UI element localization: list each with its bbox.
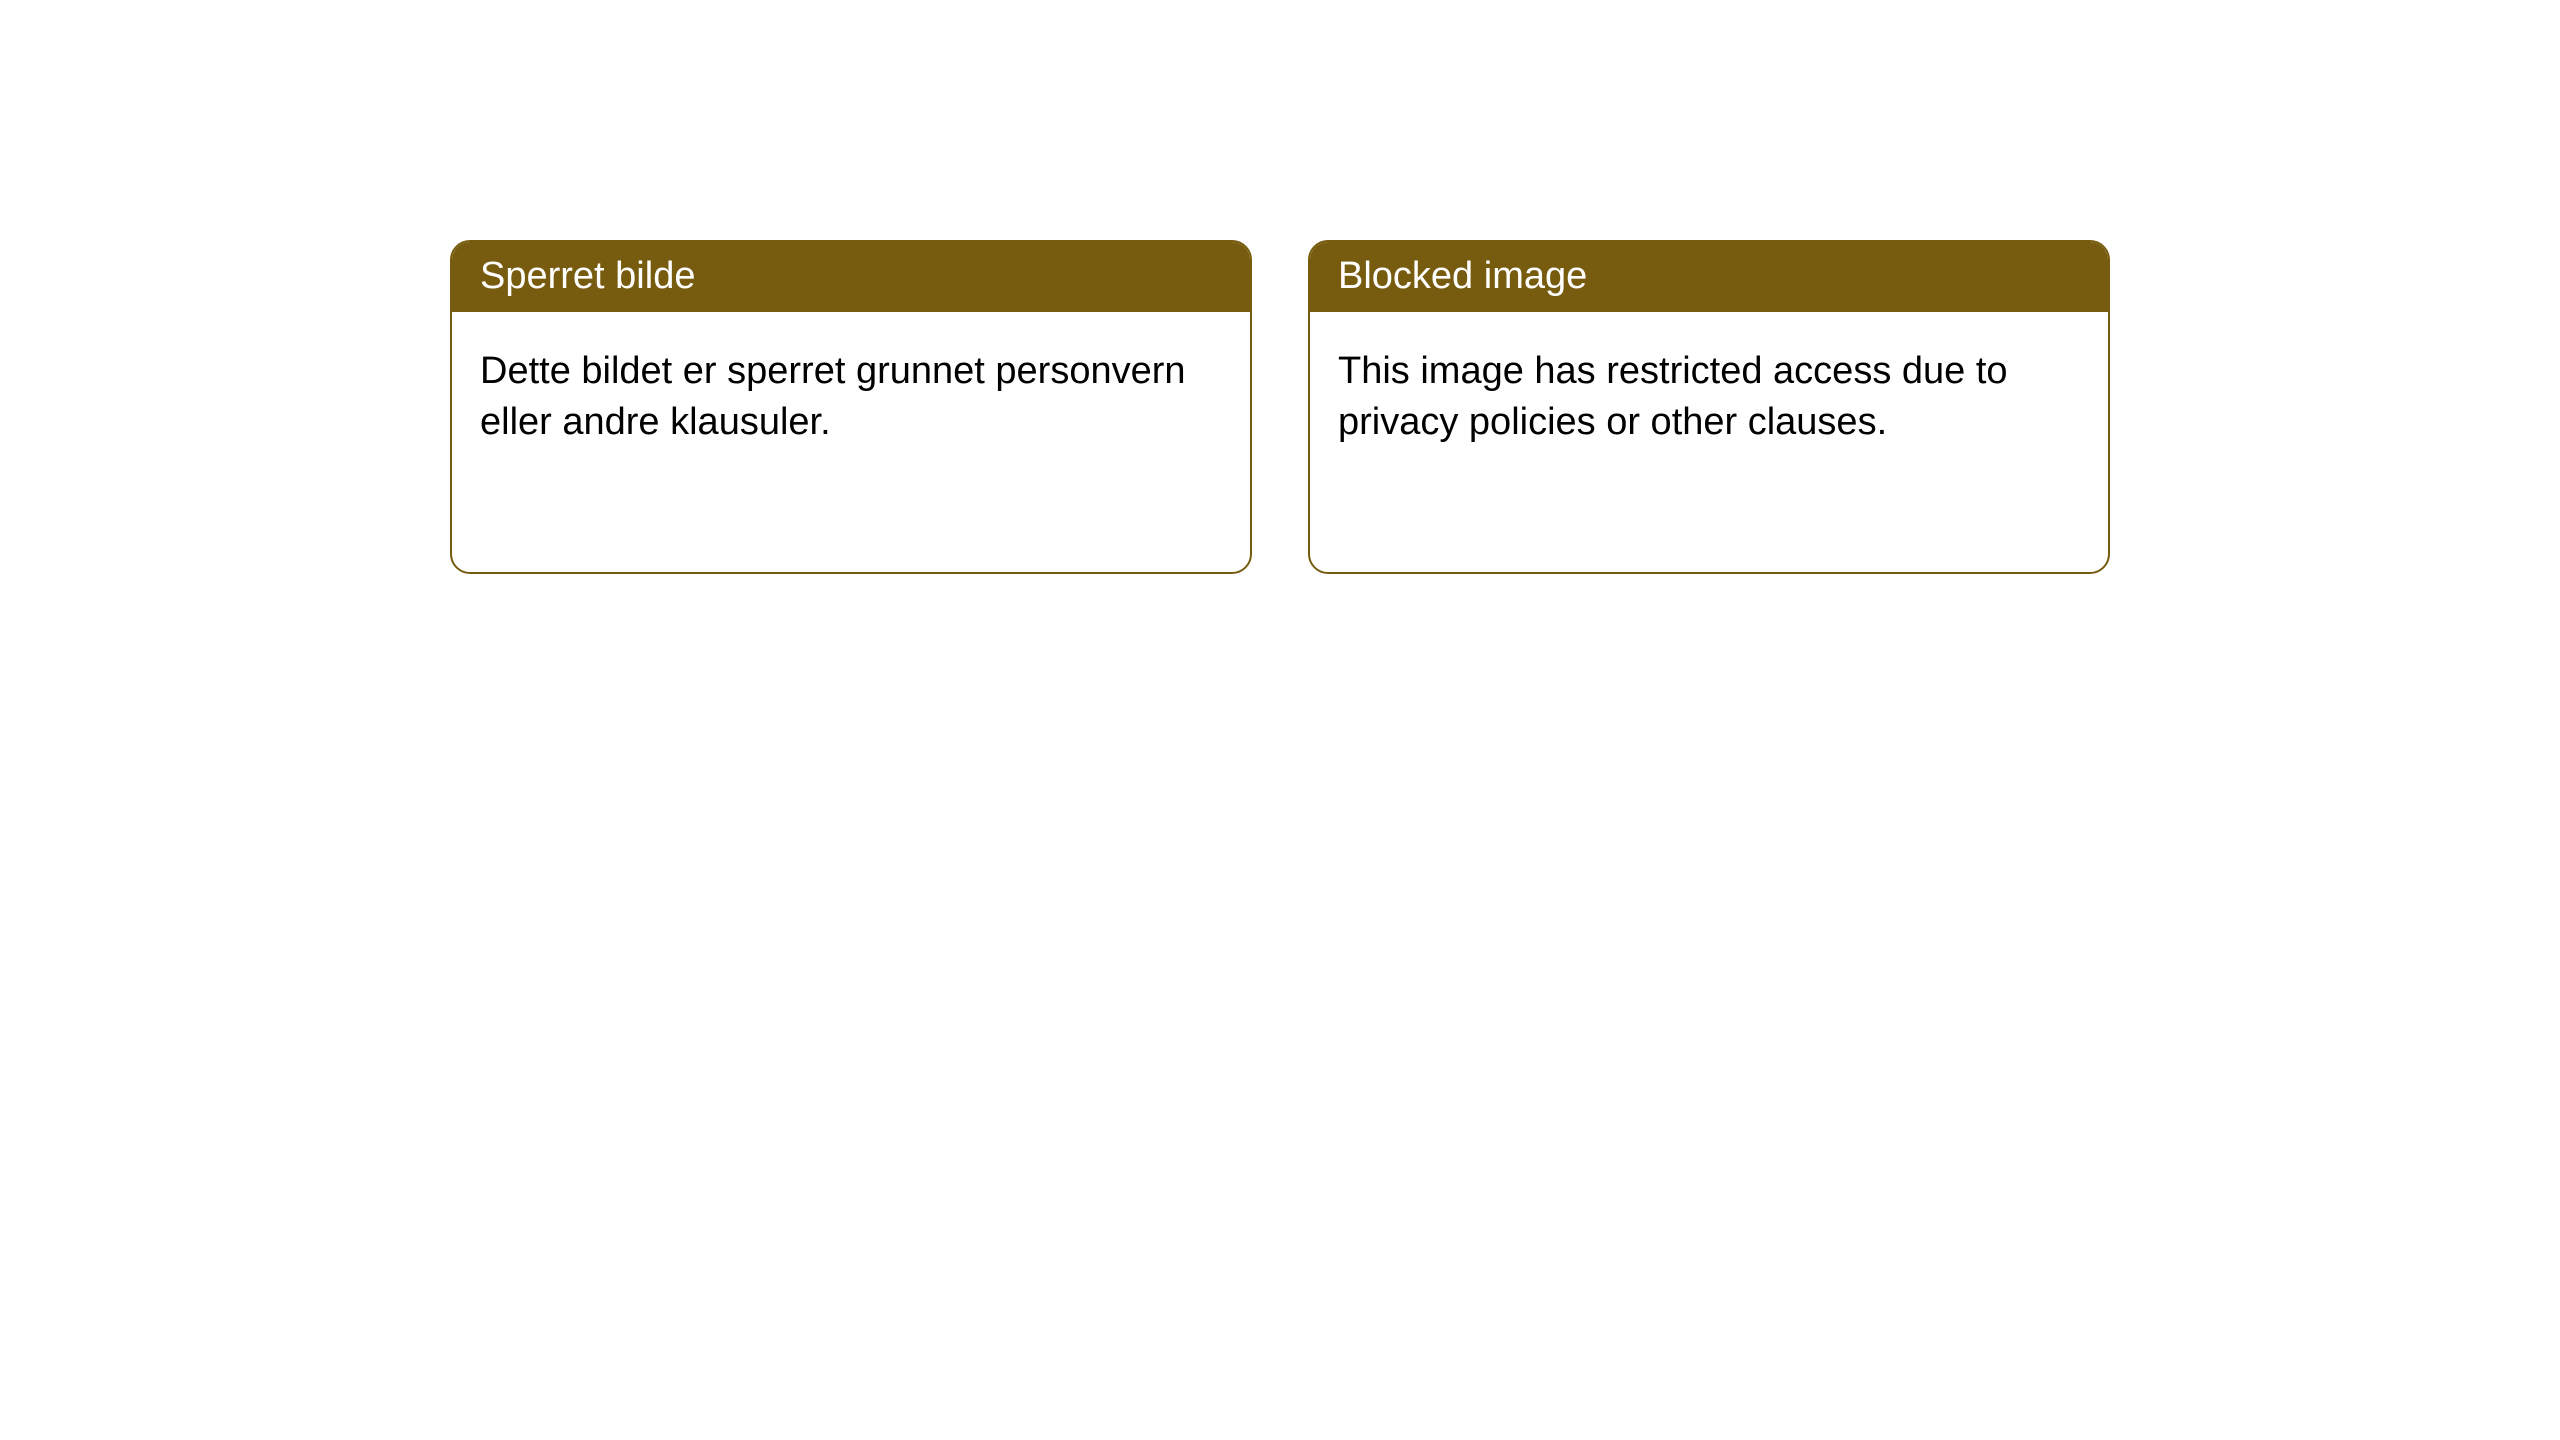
blocked-image-card-no: Sperret bilde Dette bildet er sperret gr… xyxy=(450,240,1252,574)
card-title-en: Blocked image xyxy=(1338,255,1587,297)
card-body-text-no: Dette bildet er sperret grunnet personve… xyxy=(480,350,1186,443)
card-body-text-en: This image has restricted access due to … xyxy=(1338,350,2008,443)
card-header-en: Blocked image xyxy=(1310,242,2108,312)
card-body-no: Dette bildet er sperret grunnet personve… xyxy=(452,312,1250,483)
blocked-image-card-en: Blocked image This image has restricted … xyxy=(1308,240,2110,574)
card-header-no: Sperret bilde xyxy=(452,242,1250,312)
card-title-no: Sperret bilde xyxy=(480,255,695,297)
notice-cards-container: Sperret bilde Dette bildet er sperret gr… xyxy=(0,0,2560,574)
card-body-en: This image has restricted access due to … xyxy=(1310,312,2108,483)
